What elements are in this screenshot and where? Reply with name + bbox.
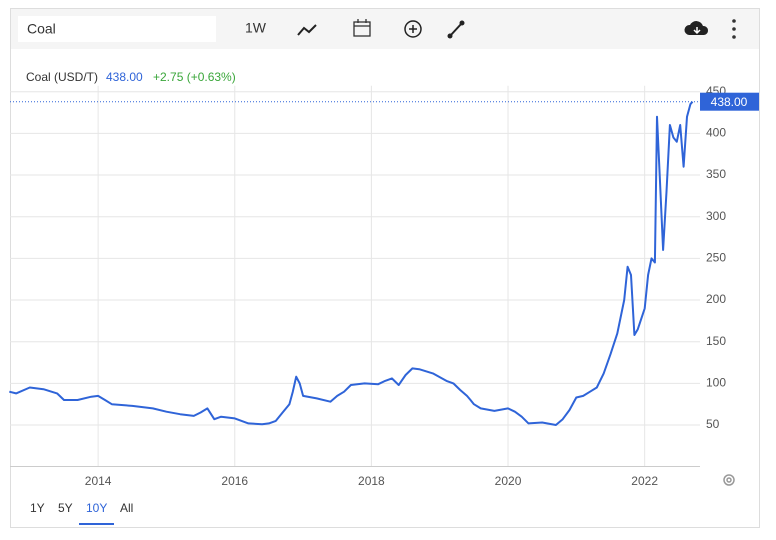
x-tick-label: 2014 [85,474,112,488]
search-text[interactable]: Coal [27,21,56,37]
price-badge [700,92,759,111]
search-box[interactable] [18,16,216,42]
y-tick-label: 300 [706,209,726,223]
legend-price: 438.00 [106,70,143,84]
menu-icon[interactable] [732,19,736,39]
download-icon[interactable] [684,21,709,35]
y-tick-label: 350 [706,167,726,181]
compare-icon[interactable] [404,20,422,38]
settings-icon[interactable] [723,474,735,486]
y-tick-label: 400 [706,126,726,140]
draw-icon[interactable] [447,20,465,39]
range-button[interactable]: 5Y [58,501,73,515]
y-tick-label: 200 [706,292,726,306]
chart-type-icon[interactable] [297,24,317,36]
x-tick-label: 2016 [221,474,248,488]
price-badge-label: 438.00 [711,95,748,109]
y-tick-label: 100 [706,376,726,390]
frame [10,8,760,528]
interval-button[interactable]: 1W [245,20,267,36]
x-tick-label: 2020 [495,474,522,488]
price-line [9,101,694,426]
x-tick-label: 2022 [631,474,658,488]
x-tick-label: 2018 [358,474,385,488]
y-tick-label: 50 [706,417,720,431]
calendar-icon[interactable] [353,19,371,37]
range-button[interactable]: 1Y [30,501,45,515]
range-button-active[interactable]: 10Y [86,501,107,515]
legend-change: +2.75 (+0.63%) [153,70,236,84]
y-tick-label: 150 [706,334,726,348]
legend-name: Coal (USD/T) [26,70,98,84]
y-tick-label: 250 [706,251,726,265]
range-button[interactable]: All [120,501,133,515]
